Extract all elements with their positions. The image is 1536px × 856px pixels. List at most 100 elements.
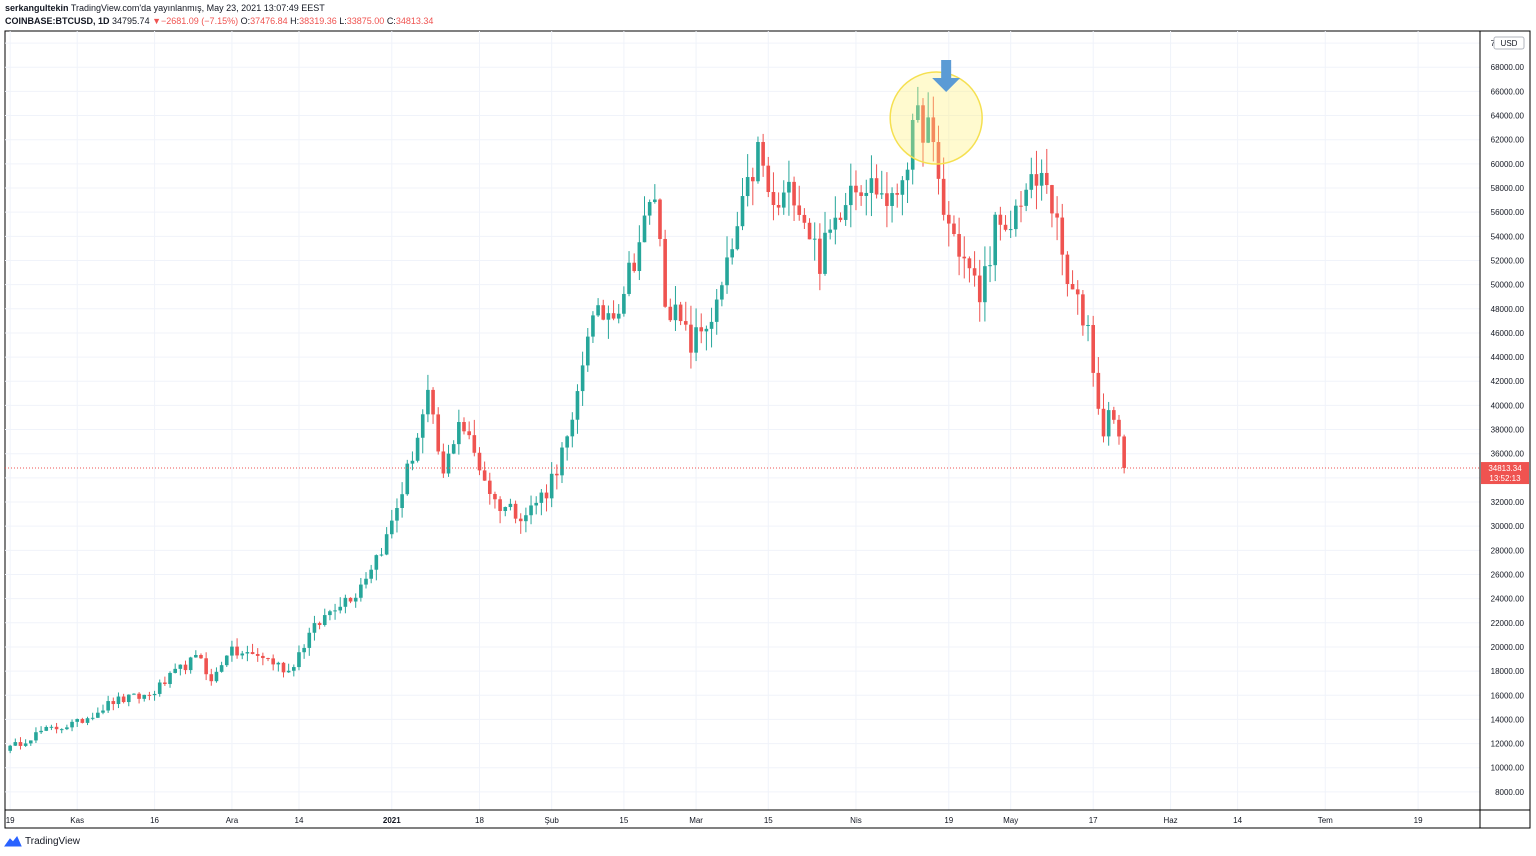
- y-tick-label: 66000.00: [1491, 87, 1525, 96]
- last-price: 34795.74: [112, 16, 150, 26]
- candle-body: [54, 726, 59, 730]
- x-tick-label: May: [1003, 816, 1018, 825]
- y-tick-label: 24000.00: [1491, 595, 1525, 604]
- candle-body: [818, 238, 822, 274]
- candle-body: [622, 293, 626, 314]
- candle-body: [766, 165, 771, 193]
- x-tick-label: 19: [6, 816, 15, 825]
- y-tick-label: 44000.00: [1491, 353, 1525, 362]
- candle-body: [730, 249, 734, 258]
- candle-body: [998, 214, 1003, 225]
- candle-body: [168, 672, 172, 685]
- author-name[interactable]: serkangultekin: [5, 3, 69, 13]
- candle-body: [353, 597, 358, 602]
- candle-body: [322, 615, 327, 625]
- candle-body: [379, 554, 384, 556]
- candle-body: [1003, 224, 1008, 230]
- candle-body: [972, 268, 977, 276]
- candle-body: [544, 492, 549, 499]
- candle-body: [240, 653, 245, 656]
- candle-body: [683, 321, 688, 325]
- candle-body: [756, 142, 760, 182]
- candle-body: [689, 324, 693, 353]
- candle-body: [472, 435, 477, 453]
- candle-body: [261, 655, 265, 659]
- high-label: H:: [290, 16, 300, 26]
- candle-body: [513, 503, 518, 519]
- open-label: O:: [240, 16, 251, 26]
- x-tick-label: 14: [1233, 816, 1242, 825]
- candle-body: [910, 119, 915, 170]
- candle-body: [147, 694, 152, 696]
- highlight-circle: [889, 71, 983, 165]
- candle-body: [157, 682, 162, 694]
- candle-body: [28, 740, 33, 744]
- candle-body: [1101, 408, 1106, 437]
- candle-body: [699, 327, 704, 332]
- candle-body: [673, 304, 678, 321]
- candle-body: [983, 266, 987, 303]
- candle-body: [518, 518, 523, 522]
- y-tick-label: 42000.00: [1491, 377, 1525, 386]
- candle-body: [781, 192, 786, 208]
- candle-body: [740, 196, 745, 227]
- candle-body: [709, 321, 714, 329]
- candle-body: [101, 710, 105, 713]
- y-tick-label: 36000.00: [1491, 450, 1525, 459]
- candle-body: [34, 732, 38, 741]
- candle-body: [627, 262, 631, 294]
- candle-body: [245, 652, 250, 654]
- currency-label: USD: [1501, 39, 1518, 48]
- candle-body: [1086, 325, 1090, 327]
- candle-body: [524, 515, 528, 522]
- candle-body: [596, 305, 600, 316]
- tradingview-footer[interactable]: TradingView: [4, 836, 80, 847]
- candle-body: [632, 262, 637, 272]
- x-tick-label: Mar: [689, 816, 703, 825]
- candle-body: [8, 745, 12, 751]
- candle-body: [183, 664, 188, 671]
- candle-body: [946, 214, 951, 224]
- candle-body: [415, 437, 420, 461]
- candle-body: [369, 569, 373, 579]
- candle-body: [828, 229, 832, 233]
- candle-body: [405, 463, 410, 495]
- x-tick-label: Tem: [1318, 816, 1333, 825]
- candle-body: [900, 180, 905, 195]
- candle-body: [173, 668, 177, 673]
- candle-body: [338, 606, 343, 611]
- candle-body: [952, 223, 956, 235]
- candle-body: [451, 444, 456, 454]
- candle-body: [1091, 325, 1096, 373]
- y-tick-label: 18000.00: [1491, 667, 1525, 676]
- candle-body: [549, 473, 554, 499]
- candle-body: [384, 534, 389, 555]
- candle-body: [926, 117, 930, 143]
- symbol-label[interactable]: COINBASE:BTCUSD, 1D: [5, 16, 110, 26]
- candle-body: [482, 470, 487, 481]
- candle-body: [286, 670, 291, 673]
- candle-body: [85, 718, 90, 723]
- candle-body: [219, 665, 224, 672]
- candle-body: [854, 185, 858, 193]
- candle-body: [642, 215, 647, 243]
- candle-body: [1117, 419, 1121, 437]
- candle-body: [1112, 410, 1116, 420]
- candle-body: [281, 662, 286, 673]
- candle-body: [776, 204, 781, 208]
- candle-body: [199, 654, 203, 659]
- candle-body: [606, 313, 611, 320]
- countdown-label: 13:52:13: [1489, 474, 1521, 483]
- candle-body: [70, 721, 74, 728]
- candle-body: [653, 199, 657, 203]
- candle-body: [18, 742, 23, 746]
- candle-body: [132, 693, 136, 695]
- candle-body: [823, 232, 827, 274]
- x-tick-label: 15: [619, 816, 628, 825]
- y-tick-label: 46000.00: [1491, 329, 1525, 338]
- candle-body: [720, 285, 724, 300]
- candle-body: [1008, 229, 1013, 231]
- candle-body: [426, 389, 430, 415]
- candle-body: [585, 336, 590, 366]
